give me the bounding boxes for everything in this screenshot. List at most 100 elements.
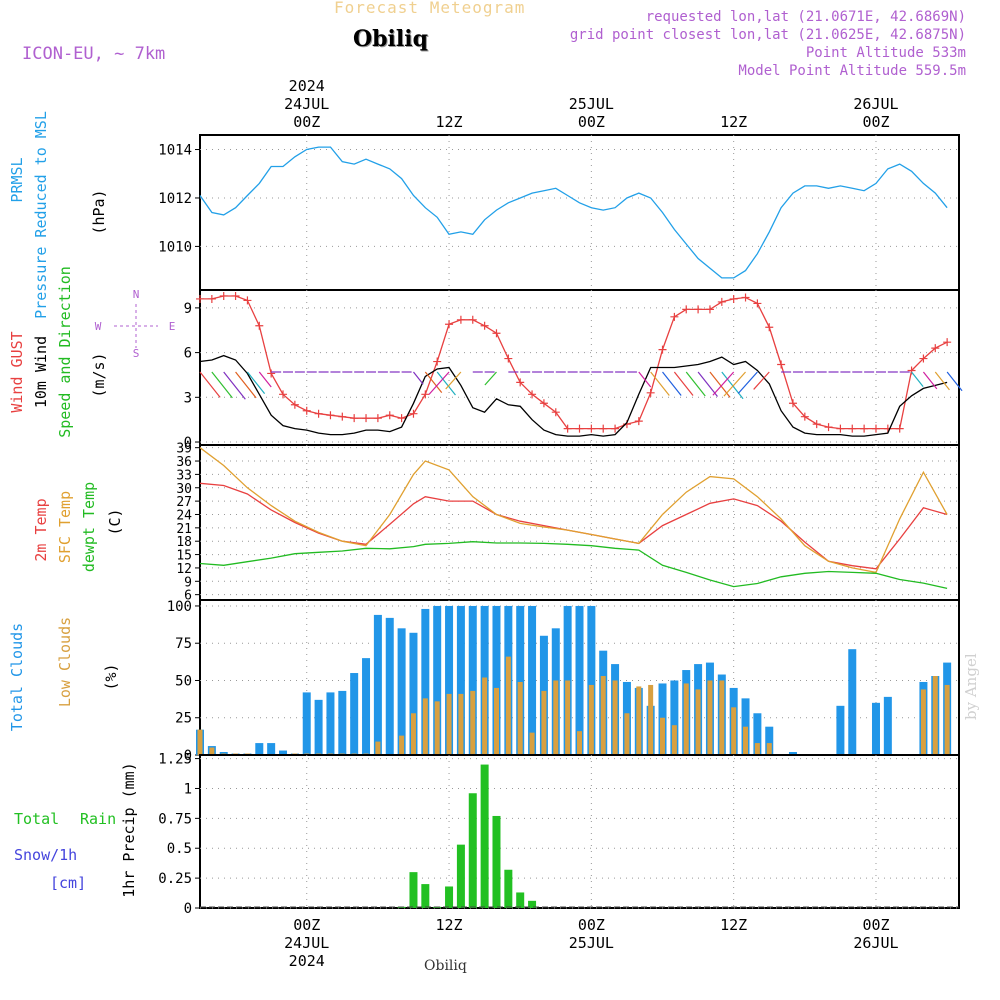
total-cloud-bar xyxy=(302,692,311,755)
ytick-label: 15 xyxy=(176,549,192,564)
temp-unit-label: (C) xyxy=(106,508,124,535)
ytick-label: 1 xyxy=(184,781,192,797)
rain-bar xyxy=(516,892,525,908)
panel-frame-temperature xyxy=(199,444,960,601)
low-cloud-bar xyxy=(470,690,476,755)
rain-bar xyxy=(480,764,489,908)
ytick-label: 100 xyxy=(167,599,192,615)
total-cloud-bar xyxy=(397,628,406,755)
gust-marker xyxy=(397,414,406,423)
wind-direction-arrow xyxy=(685,371,706,397)
gust-marker xyxy=(587,424,596,433)
gust-marker xyxy=(611,424,620,433)
panel-frame-pressure xyxy=(199,134,960,291)
gust-marker xyxy=(741,293,750,302)
gust-marker xyxy=(871,424,880,433)
compass-s: S xyxy=(133,347,140,360)
total-clouds-label: Total Clouds xyxy=(8,623,26,731)
total-cloud-bar xyxy=(883,696,892,755)
low-cloud-bar xyxy=(612,680,618,755)
low-cloud-bar xyxy=(399,735,405,755)
top-day-label: 25JUL xyxy=(569,95,614,113)
low-cloud-bar xyxy=(493,687,499,755)
bottom-year-label: 2024 xyxy=(289,952,325,970)
gust-marker xyxy=(362,414,371,423)
wind-direction-arrow xyxy=(424,371,443,394)
bottom-hour-label: 12Z xyxy=(436,916,463,934)
rain-bar xyxy=(528,900,537,908)
wind-direction-arrow xyxy=(650,371,670,396)
ytick-label: 39 xyxy=(176,442,192,457)
panel-frame-precipitation xyxy=(199,754,960,909)
total-cloud-bar xyxy=(753,713,762,755)
pressure-unit-label: (hPa) xyxy=(90,189,108,234)
gust-marker xyxy=(658,345,667,354)
total-cloud-bar xyxy=(587,605,596,755)
top-day-label: 24JUL xyxy=(284,95,329,113)
total-cloud-bar xyxy=(433,605,442,755)
total-cloud-bar xyxy=(848,649,857,755)
temp-2m-label: 2m Temp xyxy=(32,498,50,561)
low-cloud-bar xyxy=(529,732,535,755)
compass-n: N xyxy=(133,288,140,301)
wind-direction-arrow xyxy=(721,371,744,400)
ytick-label: 3 xyxy=(184,390,192,406)
precip-rain-label: Rain xyxy=(80,810,116,828)
rain-bar xyxy=(468,793,477,908)
gust-marker xyxy=(480,321,489,330)
low-cloud-bar xyxy=(731,707,737,755)
ytick-label: 0.25 xyxy=(158,871,192,887)
gust-marker xyxy=(907,366,916,375)
grid-point-coords: grid point closest lon,lat (21.0625E, 42… xyxy=(569,27,966,43)
gust-marker xyxy=(753,299,762,308)
ytick-label: 1014 xyxy=(158,143,192,159)
wind-direction-label: Speed and Direction xyxy=(56,266,74,438)
ytick-label: 30 xyxy=(176,482,192,497)
top-hour-label: 12Z xyxy=(436,113,463,131)
total-cloud-bar xyxy=(528,605,537,755)
top-hour-label: 00Z xyxy=(862,113,889,131)
gust-marker xyxy=(433,357,442,366)
total-cloud-bar xyxy=(338,690,347,755)
gust-marker xyxy=(207,294,216,303)
wind-direction-arrow xyxy=(723,371,746,397)
gust-marker xyxy=(717,297,726,306)
wind-direction-arrow xyxy=(235,371,257,399)
dewpt-temp-line xyxy=(199,541,948,590)
low-cloud-bar xyxy=(719,680,725,755)
gust-marker xyxy=(705,305,714,314)
wind-direction-arrow xyxy=(922,371,938,390)
bottom-hour-label: 00Z xyxy=(293,916,320,934)
gust-marker xyxy=(504,354,513,363)
gust-marker xyxy=(729,294,738,303)
gust-marker xyxy=(563,424,572,433)
wind-direction-arrow xyxy=(428,371,450,395)
top-day-label: 26JUL xyxy=(853,95,898,113)
low-cloud-bar xyxy=(920,689,926,755)
precip-unit-label: 1hr Precip (mm) xyxy=(120,762,138,897)
gust-marker xyxy=(445,320,454,329)
compass-w: W xyxy=(95,320,102,333)
wind-direction-arrow xyxy=(436,371,456,396)
low-cloud-bar xyxy=(683,683,689,755)
wind-direction-arrow xyxy=(673,371,694,396)
total-cloud-bar xyxy=(445,605,454,755)
top-year-label: 2024 xyxy=(289,77,325,95)
total-cloud-bar xyxy=(468,605,477,755)
low-cloud-bar xyxy=(422,698,428,755)
total-cloud-bar xyxy=(456,605,465,755)
gust-marker xyxy=(848,424,857,433)
wind-unit-label: (m/s) xyxy=(90,352,108,397)
rain-bar xyxy=(456,844,465,908)
wind-direction-arrow xyxy=(753,371,770,390)
ytick-label: 36 xyxy=(176,455,192,470)
wind-direction-arrow xyxy=(934,371,950,391)
gust-marker xyxy=(777,360,786,369)
bottom-date-label: 24JUL xyxy=(284,934,329,952)
gust-marker xyxy=(895,424,904,433)
low-cloud-bar xyxy=(707,680,713,755)
gust-label: Wind GUST xyxy=(8,331,26,412)
meteogram-title: Forecast Meteogram xyxy=(334,0,526,17)
gust-marker xyxy=(350,414,359,423)
2m-temp-line xyxy=(199,482,948,570)
